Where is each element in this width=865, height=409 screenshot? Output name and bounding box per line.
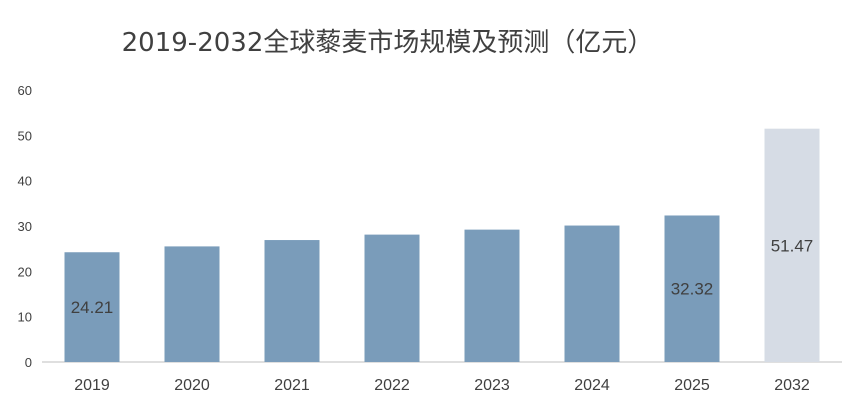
data-label: 51.47 bbox=[771, 236, 814, 255]
data-label: 32.32 bbox=[671, 280, 714, 299]
x-tick-label: 2025 bbox=[674, 377, 710, 394]
y-tick-label: 40 bbox=[18, 174, 32, 189]
bar-2025 bbox=[664, 215, 720, 362]
bar-2024 bbox=[564, 225, 620, 362]
data-label: 24.21 bbox=[71, 298, 114, 317]
x-tick-label: 2022 bbox=[374, 377, 410, 394]
y-tick-label: 30 bbox=[18, 219, 32, 234]
chart-title: 2019-2032全球藜麦市场规模及预测（亿元） bbox=[121, 28, 654, 58]
x-tick-label: 2020 bbox=[174, 377, 210, 394]
bar-2019 bbox=[64, 252, 120, 362]
x-tick-label: 2024 bbox=[574, 377, 610, 394]
x-tick-label: 2019 bbox=[74, 377, 110, 394]
y-tick-label: 10 bbox=[18, 310, 32, 325]
x-tick-label: 2023 bbox=[474, 377, 510, 394]
bar-2032 bbox=[764, 128, 820, 362]
x-tick-label: 2021 bbox=[274, 377, 310, 394]
y-tick-label: 50 bbox=[18, 128, 32, 143]
bar-2020 bbox=[164, 246, 220, 362]
x-tick-label: 2032 bbox=[774, 377, 810, 394]
bar-2021 bbox=[264, 240, 320, 362]
bar-2023 bbox=[464, 229, 520, 362]
y-tick-label: 20 bbox=[18, 264, 32, 279]
y-tick-label: 60 bbox=[18, 83, 32, 98]
y-tick-label: 0 bbox=[25, 355, 32, 370]
bar-2022 bbox=[364, 234, 420, 362]
